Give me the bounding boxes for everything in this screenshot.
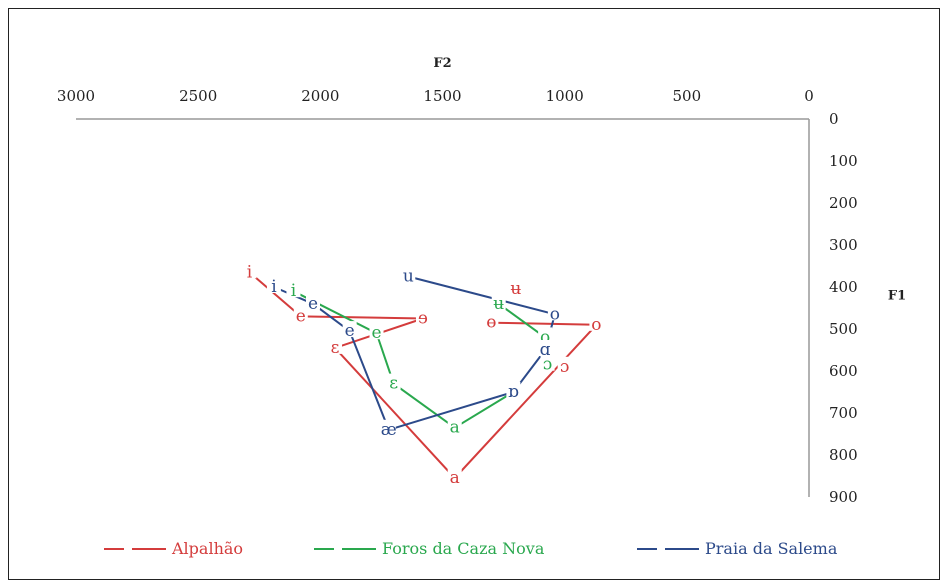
point-bg [386, 373, 401, 390]
chart-frame: 3000 2500 2000 1500 1000 500 0 0 100 200 300 400 500… [8, 8, 940, 580]
vowel-point-label: e [345, 321, 355, 341]
vowel-point-label: ʉ [510, 279, 521, 299]
point-bg [369, 323, 384, 340]
y-tick-label: 200 [829, 194, 858, 212]
legend: Alpalhão Foros da Caza Nova Praia da Salem… [104, 539, 838, 558]
vowel-point-label: i [271, 277, 277, 297]
y-tick-label: 500 [829, 320, 858, 338]
vowel-point-label: o [540, 327, 550, 347]
y-axis-title: F1 [888, 289, 906, 304]
point-bg [381, 419, 396, 436]
vowel-chart: 3000 2500 2000 1500 1000 500 00 100 200 300 400 500… [57, 56, 906, 558]
x-tick-label: 1000 [546, 87, 584, 105]
y-tick-label: 0 [829, 110, 839, 128]
point-bg [447, 468, 462, 485]
point-bg [506, 382, 521, 398]
point-bg [557, 356, 572, 373]
x-axis-title: F2 [433, 56, 451, 71]
point-bg [491, 293, 506, 310]
vowel-point-label: ɵ [486, 313, 496, 333]
point-bg [306, 293, 321, 310]
point-bg [286, 281, 301, 298]
vowel-point-label: a [450, 418, 460, 438]
point-bg [547, 304, 562, 321]
point-bg [589, 314, 604, 331]
series-lines [248, 271, 598, 480]
vowel-point-label: ɒ [508, 382, 519, 402]
vowel-point-label: u [403, 267, 414, 287]
y-tick-label: 600 [829, 362, 858, 380]
x-tick-label: 0 [804, 87, 814, 105]
vowel-point-label: o [550, 304, 560, 324]
vowel-point-label: i [291, 281, 297, 301]
vowel-point-label: e [371, 323, 381, 343]
point-bg [540, 354, 555, 371]
x-tick-label: 2500 [179, 87, 217, 105]
vowel-point-label: ɛ [389, 374, 398, 394]
vowel-point-label: a [450, 468, 460, 488]
y-tick-label: 900 [829, 488, 858, 506]
x-tick-label: 500 [673, 87, 702, 105]
vowel-point-label: i [247, 262, 253, 282]
point-bg [401, 266, 416, 283]
point-bg [538, 327, 553, 344]
vowel-point-label: ɔ [543, 355, 553, 375]
series-path [491, 321, 597, 326]
vowel-point-label: e [308, 294, 318, 314]
x-tick-label: 3000 [57, 87, 95, 105]
axes: 3000 2500 2000 1500 1000 500 00 100 200 300 400 500… [57, 56, 906, 506]
vowel-point-label: ɛ [331, 338, 340, 358]
vowel-point-label: æ [381, 420, 397, 440]
legend-label: Praia da Salema [705, 539, 838, 558]
legend-label: Alpalhão [171, 539, 243, 558]
point-bg [242, 262, 257, 279]
point-bg [415, 308, 430, 325]
vowel-point-label: o [591, 315, 601, 335]
series-path [248, 271, 598, 480]
series-line-group [248, 271, 598, 480]
point-bg [342, 321, 357, 338]
y-tick-label: 400 [829, 278, 858, 296]
point-bg [447, 417, 462, 434]
y-tick-label: 300 [829, 236, 858, 254]
point-bg [538, 340, 553, 356]
x-tick-label: 2000 [301, 87, 339, 105]
vowel-point-label: e [296, 306, 306, 326]
series-path [293, 290, 514, 429]
point-bg [484, 312, 499, 329]
point-bg [508, 279, 523, 296]
point-bg [266, 277, 281, 293]
vowel-point-label: ɘ [418, 309, 428, 329]
vowel-point-label: ɑ [540, 340, 551, 360]
vowel-point-label: ʉ [493, 294, 504, 314]
y-tick-label: 800 [829, 446, 858, 464]
vowel-point-label: ɔ [560, 357, 570, 377]
y-tick-label: 700 [829, 404, 858, 422]
legend-label: Foros da Caza Nova [382, 539, 545, 558]
point-bg [293, 306, 308, 323]
point-bg [327, 337, 342, 354]
y-tick-label: 100 [829, 152, 858, 170]
x-tick-label: 1500 [423, 87, 461, 105]
